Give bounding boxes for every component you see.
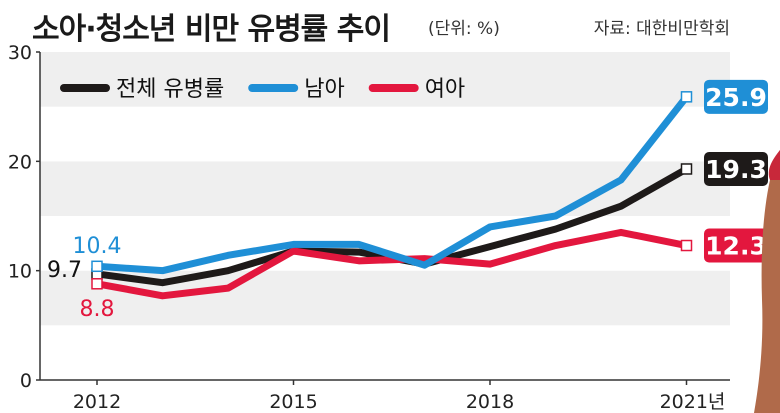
x-tick-label: 2021년 xyxy=(660,391,726,413)
end-value-label: 25.9 xyxy=(705,83,767,112)
grid-band xyxy=(40,106,730,162)
data-point-marker xyxy=(680,91,693,103)
data-point-marker xyxy=(680,239,693,252)
photo-edge xyxy=(754,150,780,413)
start-value-label: 10.4 xyxy=(73,234,122,259)
start-value-label: 9.7 xyxy=(47,258,82,283)
data-point-marker xyxy=(91,260,103,273)
series-line xyxy=(96,228,688,300)
end-value-badge xyxy=(704,79,768,114)
end-value-badge xyxy=(704,151,768,186)
y-tick-label: 20 xyxy=(8,151,32,173)
y-tick-label: 30 xyxy=(8,42,32,64)
grid-band xyxy=(40,325,730,380)
x-tick-label: 2012 xyxy=(73,391,121,413)
end-value-label: 12.3 xyxy=(705,232,767,261)
unit-note: (단위: %) xyxy=(428,19,500,39)
y-tick-label: 10 xyxy=(8,261,32,283)
data-point-marker xyxy=(91,278,103,290)
x-tick-label: 2018 xyxy=(466,391,514,413)
y-tick-label: 0 xyxy=(20,370,32,392)
end-value-badge xyxy=(704,228,768,263)
legend-label: 남아 xyxy=(304,77,344,102)
series-line xyxy=(96,94,690,275)
end-value-label: 19.3 xyxy=(705,155,767,184)
x-tick-label: 2015 xyxy=(269,391,317,413)
grid-band xyxy=(40,52,730,107)
legend-label: 전체 유병률 xyxy=(116,77,224,102)
source-note: 자료: 대한비만학회 xyxy=(593,19,730,39)
data-point-marker xyxy=(680,163,693,175)
start-value-label: 8.8 xyxy=(80,297,115,322)
chart-title: 소아·청소년 비만 유병률 추이 xyxy=(32,12,391,47)
legend-label: 여아 xyxy=(425,77,465,102)
